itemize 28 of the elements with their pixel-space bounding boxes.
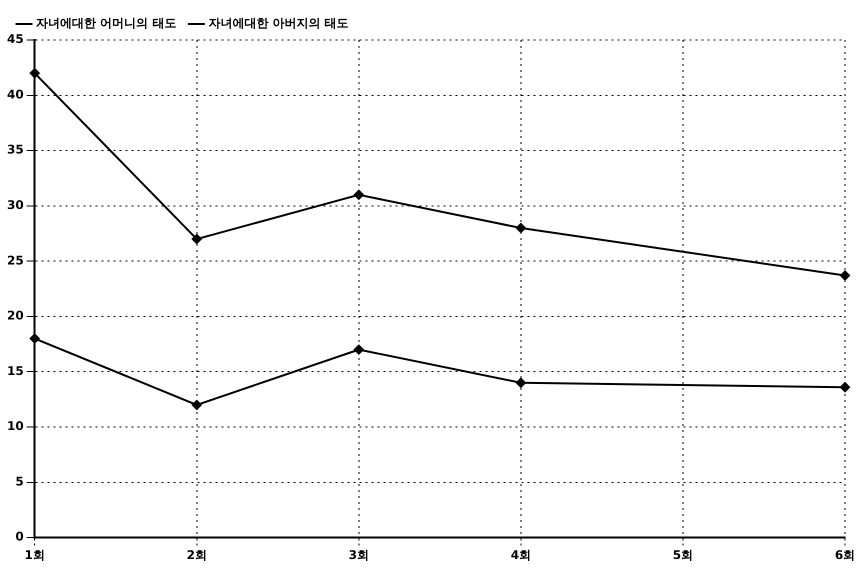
x-tick-label: 6회 (834, 548, 856, 562)
y-tick-label: 15 (6, 364, 24, 378)
legend-label: 자녀에대한 어머니의 태도 (36, 16, 176, 30)
y-tick-label: 35 (6, 142, 24, 157)
legend-label: 자녀에대한 아버지의 태도 (208, 16, 349, 30)
point (30, 334, 40, 344)
point (516, 378, 526, 388)
y-tick-label: 0 (15, 530, 24, 544)
point (354, 190, 364, 200)
point (30, 68, 40, 78)
y-tick-label: 5 (15, 474, 24, 488)
point (840, 382, 850, 392)
point (516, 222, 526, 233)
point (840, 270, 850, 281)
y-tick-label: 20 (6, 308, 24, 323)
y-tick-label: 10 (6, 419, 24, 434)
x-tick-label: 4회 (510, 548, 532, 562)
y-tick-label: 30 (6, 198, 24, 212)
x-tick-label: 2회 (186, 548, 207, 562)
point (354, 344, 364, 355)
point (192, 234, 202, 244)
y-tick-label: 45 (6, 32, 24, 46)
x-tick-label: 3회 (348, 548, 369, 562)
x-tick-label: 5회 (672, 548, 694, 562)
y-tick-label: 40 (6, 87, 24, 102)
x-tick-label: 1회 (24, 548, 45, 562)
point (192, 400, 202, 410)
y-tick-label: 25 (6, 253, 24, 268)
